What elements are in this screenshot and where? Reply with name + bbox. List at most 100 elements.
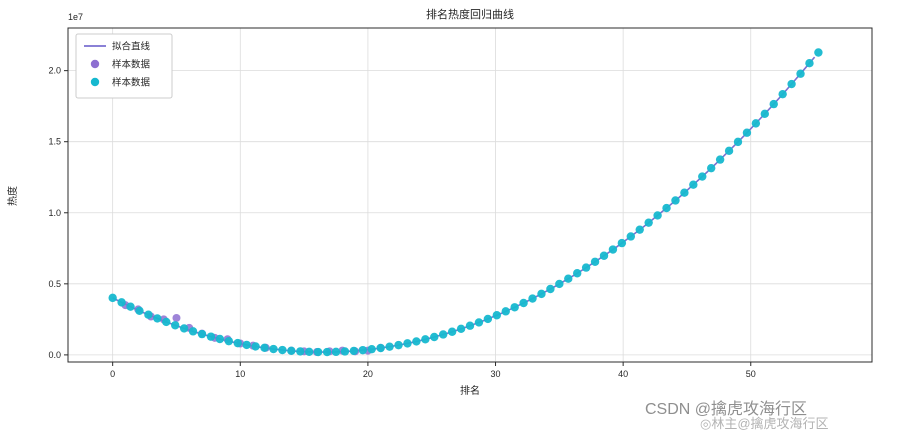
curve-point [483,314,493,324]
x-tick-label: 50 [746,369,756,379]
curve-point [698,172,707,181]
curve-point [590,257,600,266]
curve-point [742,128,752,137]
curve-point [751,119,761,128]
curve-point [662,203,671,213]
y-tick-label: 1.5 [48,137,61,147]
x-tick-label: 20 [363,369,373,379]
curve-point [519,298,528,308]
curve-point [626,232,635,241]
curve-point [680,188,689,197]
x-tick-label: 40 [618,369,628,379]
curve-point [492,311,501,320]
curve-point [760,109,769,119]
curve-point [322,347,332,357]
y-tick-label: 0.0 [48,350,61,360]
curve-point [421,335,430,344]
y-axis-offset-label: 1e7 [68,12,83,22]
curve-point [269,344,278,354]
curve-point [787,79,796,89]
y-tick-label: 2.0 [48,66,61,76]
curve-point [287,346,296,356]
curve-point [474,318,484,327]
curve-point [233,338,242,348]
curve-point [144,310,153,319]
curve-point [412,337,421,346]
curve-point [340,347,350,356]
curve-point [242,340,251,350]
curve-point [224,336,233,346]
curve-point [215,334,225,344]
curve-point [671,196,680,205]
axes-frame [67,27,873,363]
curve-point [278,345,287,355]
curve-point [724,146,734,156]
curve-point [805,59,814,68]
x-tick-label: 30 [491,369,501,379]
curve-point [599,251,609,260]
curve-point [501,307,510,316]
curve-point [617,238,627,248]
x-tick-label: 0 [110,369,115,379]
curve-point [546,284,555,294]
curve-point [376,343,385,353]
curve-point [197,329,207,339]
legend-box [75,33,173,99]
curve-point [117,298,126,307]
curve-point [769,99,778,109]
curve-point [635,225,644,234]
curve-point [251,342,260,351]
y-tick-label: 1.0 [48,208,61,218]
curve-point [564,274,573,283]
watermark-primary: CSDN @擒虎攻海行区 [645,400,807,418]
x-axis-label: 排名 [460,384,480,397]
curve-point [528,294,537,303]
legend-dot-sample [90,59,100,69]
legend-label: 样本数据 [112,59,151,71]
curve-point [644,218,653,227]
curve-point [126,302,135,311]
x-tick-label: 10 [235,369,245,379]
curve-point [349,346,359,356]
curve-point [331,347,341,357]
curve-point [814,48,823,57]
curve-point [439,330,448,339]
curve-point [394,340,403,350]
curve-point [581,263,591,272]
curve-point [689,180,698,189]
curve-point [555,279,564,289]
curve-point [653,211,662,220]
legend-label: 样本数据 [112,77,151,89]
curve-point [456,324,466,334]
sample-point [172,313,181,322]
curve-point [430,332,439,342]
curve-point [135,306,144,315]
curve-point [179,324,189,333]
curve-point [707,163,716,173]
curve-point [385,342,394,351]
curve-point [796,69,805,78]
curve-point [573,269,582,278]
curve-point [367,344,376,354]
curve-point [465,321,475,330]
curve-point [510,303,519,312]
curve-point [260,343,269,353]
plot-area: 0 10 20 30 40 50 0.0 0.5 1.0 1.5 2.0 [48,27,873,379]
curve-point [305,347,314,357]
curve-point [171,321,180,330]
curve-point [313,347,323,357]
curve-point [188,327,198,336]
chart-title: 排名热度回归曲线 [426,7,514,21]
y-axis-label: 热度 [6,186,19,206]
curve-point [778,89,787,99]
legend-dot-sample [90,77,100,87]
y-tick-label: 0.5 [48,279,61,289]
watermark-secondary: ◎林主@擒虎攻海行区 [700,416,829,431]
curve-point [108,293,117,303]
curve-point [447,327,457,336]
curve-point [358,345,367,355]
curve-point [162,317,171,327]
